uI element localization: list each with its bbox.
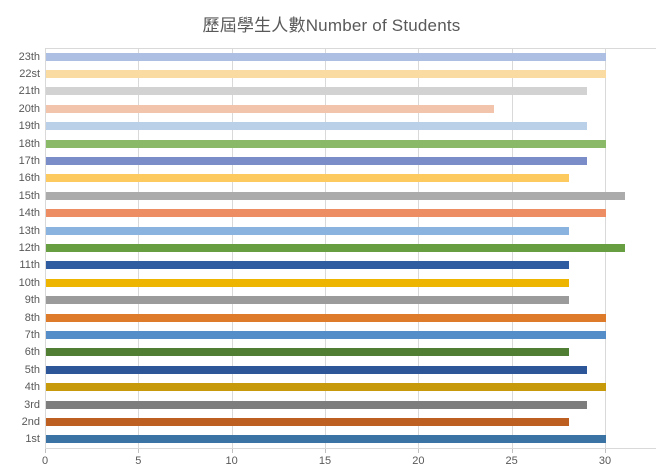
y-axis-label-18th: 18th: [18, 137, 40, 150]
y-axis-label-21th: 21th: [18, 85, 40, 98]
x-axis-tick-label: 25: [505, 455, 518, 467]
axis-tick-20: [418, 449, 420, 453]
axis-tick-15: [325, 449, 326, 453]
bar-11th: [46, 261, 569, 270]
y-axis-label-14th: 14th: [18, 207, 40, 220]
bar-7th: [46, 330, 606, 339]
bar-4th: [46, 383, 606, 392]
x-axis-tick-label: 15: [318, 455, 332, 467]
x-axis-tick-label: 30: [598, 455, 612, 467]
bar-19th: [46, 122, 588, 131]
y-axis-label-2nd: 2nd: [21, 415, 40, 428]
category-axis-line: [45, 48, 46, 448]
x-axis-tick-label: 10: [225, 455, 238, 467]
y-axis-label-19th: 19th: [18, 120, 40, 133]
axis-tick-0: [45, 449, 46, 453]
bar-8th: [46, 313, 606, 322]
y-axis-label-16th: 16th: [18, 172, 40, 185]
y-axis-label-8th: 8th: [24, 311, 40, 324]
y-axis-label-11th: 11th: [19, 259, 40, 272]
bar-6th: [46, 348, 569, 357]
bar-17th: [46, 157, 588, 166]
bar-9th: [46, 296, 569, 305]
chart-title: 歷屆學生人數Number of Students: [202, 16, 461, 35]
y-axis-label-15th: 15th: [18, 189, 40, 202]
bar-12th: [46, 244, 625, 252]
bar-14th: [46, 209, 606, 218]
y-axis-label-20th: 20th: [18, 102, 40, 115]
y-axis-label-9th: 9th: [24, 294, 40, 307]
bar-2nd: [46, 417, 569, 426]
x-axis-tick-label: 0: [41, 455, 49, 467]
bar-3rd: [46, 400, 588, 409]
bar-15th: [46, 191, 625, 200]
y-axis-label-12th: 12th: [18, 242, 40, 254]
bar-13th: [46, 226, 569, 235]
axis-tick-25: [511, 449, 513, 453]
axis-tick-30: [605, 449, 606, 453]
bar-21th: [46, 87, 588, 96]
bar-20th: [46, 104, 494, 113]
y-axis-label-4th: 4th: [24, 381, 40, 394]
y-axis-label-3rd: 3rd: [24, 398, 40, 411]
bar-5th: [46, 365, 588, 374]
y-axis-label-13th: 13th: [18, 224, 40, 237]
y-axis-label-7th: 7th: [24, 328, 40, 341]
x-axis-tick-label: 5: [135, 455, 142, 467]
y-axis-label-5th: 5th: [24, 363, 40, 376]
y-axis-label-22st: 22st: [19, 68, 40, 81]
x-axis-tick-label: 20: [412, 455, 425, 467]
axis-tick-5: [138, 449, 140, 453]
y-axis-label-1st: 1st: [25, 433, 40, 446]
bar-10th: [46, 278, 569, 287]
plot-area-top-border: [45, 48, 656, 49]
axis-tick-10: [231, 449, 233, 453]
bar-1st: [46, 435, 606, 444]
bar-23th: [46, 52, 606, 61]
bar-22st: [46, 70, 606, 79]
y-axis-label-17th: 17th: [18, 155, 40, 168]
value-axis-line: [45, 448, 656, 449]
bar-18th: [46, 139, 606, 148]
y-axis-label-6th: 6th: [24, 346, 40, 359]
y-axis-label-23th: 23th: [18, 50, 40, 63]
y-axis-label-10th: 10th: [18, 276, 40, 289]
bar-16th: [46, 174, 569, 183]
